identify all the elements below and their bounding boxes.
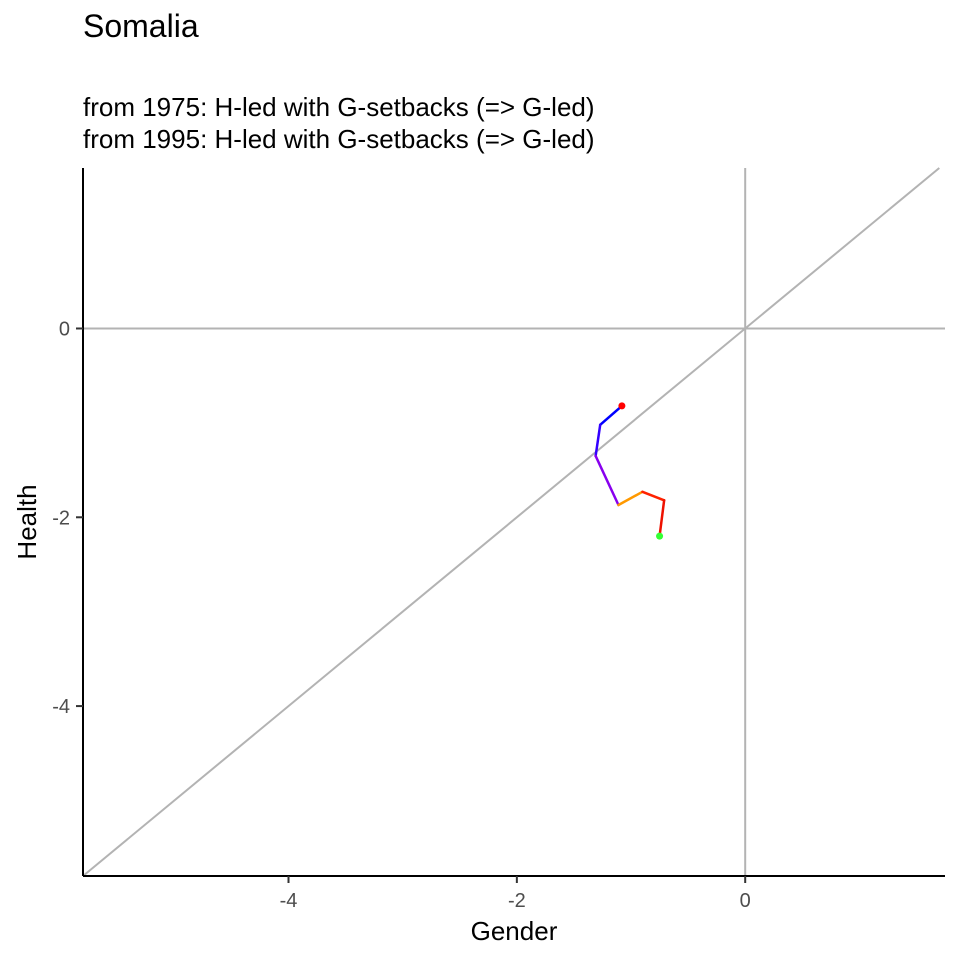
x-ticks: -4 -2 0 (280, 876, 751, 912)
trajectory (594, 404, 666, 538)
chart-subtitle: from 1975: H-led with G-setbacks (=> G-l… (83, 91, 595, 155)
trajectory-segment (598, 404, 624, 427)
trajectory-segment (658, 499, 666, 538)
y-axis-title: Health (12, 484, 42, 559)
trajectory-segment (594, 454, 620, 507)
reference-lines (82, 167, 945, 877)
x-tick-label: -4 (280, 890, 298, 912)
axes (82, 168, 945, 877)
reference-diagonal (82, 167, 940, 877)
subtitle-line-1975: from 1975: H-led with G-setbacks (=> G-l… (83, 92, 595, 122)
chart-title: Somalia (83, 8, 199, 44)
subtitle-line-1995: from 1995: H-led with G-setbacks (=> G-l… (83, 124, 595, 154)
x-tick-label: -2 (508, 890, 526, 912)
y-tick-label: -2 (52, 507, 70, 529)
trajectory-segment (617, 490, 644, 507)
start-point (618, 402, 626, 410)
x-axis-title: Gender (471, 916, 558, 946)
y-ticks: 0 -2 -4 (52, 318, 83, 718)
trajectory-segment (594, 423, 602, 458)
y-tick-label: -4 (52, 696, 70, 718)
x-tick-label: 0 (740, 890, 751, 912)
trajectory-segment (641, 490, 666, 502)
trajectory-endpoints (618, 402, 664, 540)
y-tick-label: 0 (59, 318, 70, 340)
end-point (656, 532, 664, 540)
